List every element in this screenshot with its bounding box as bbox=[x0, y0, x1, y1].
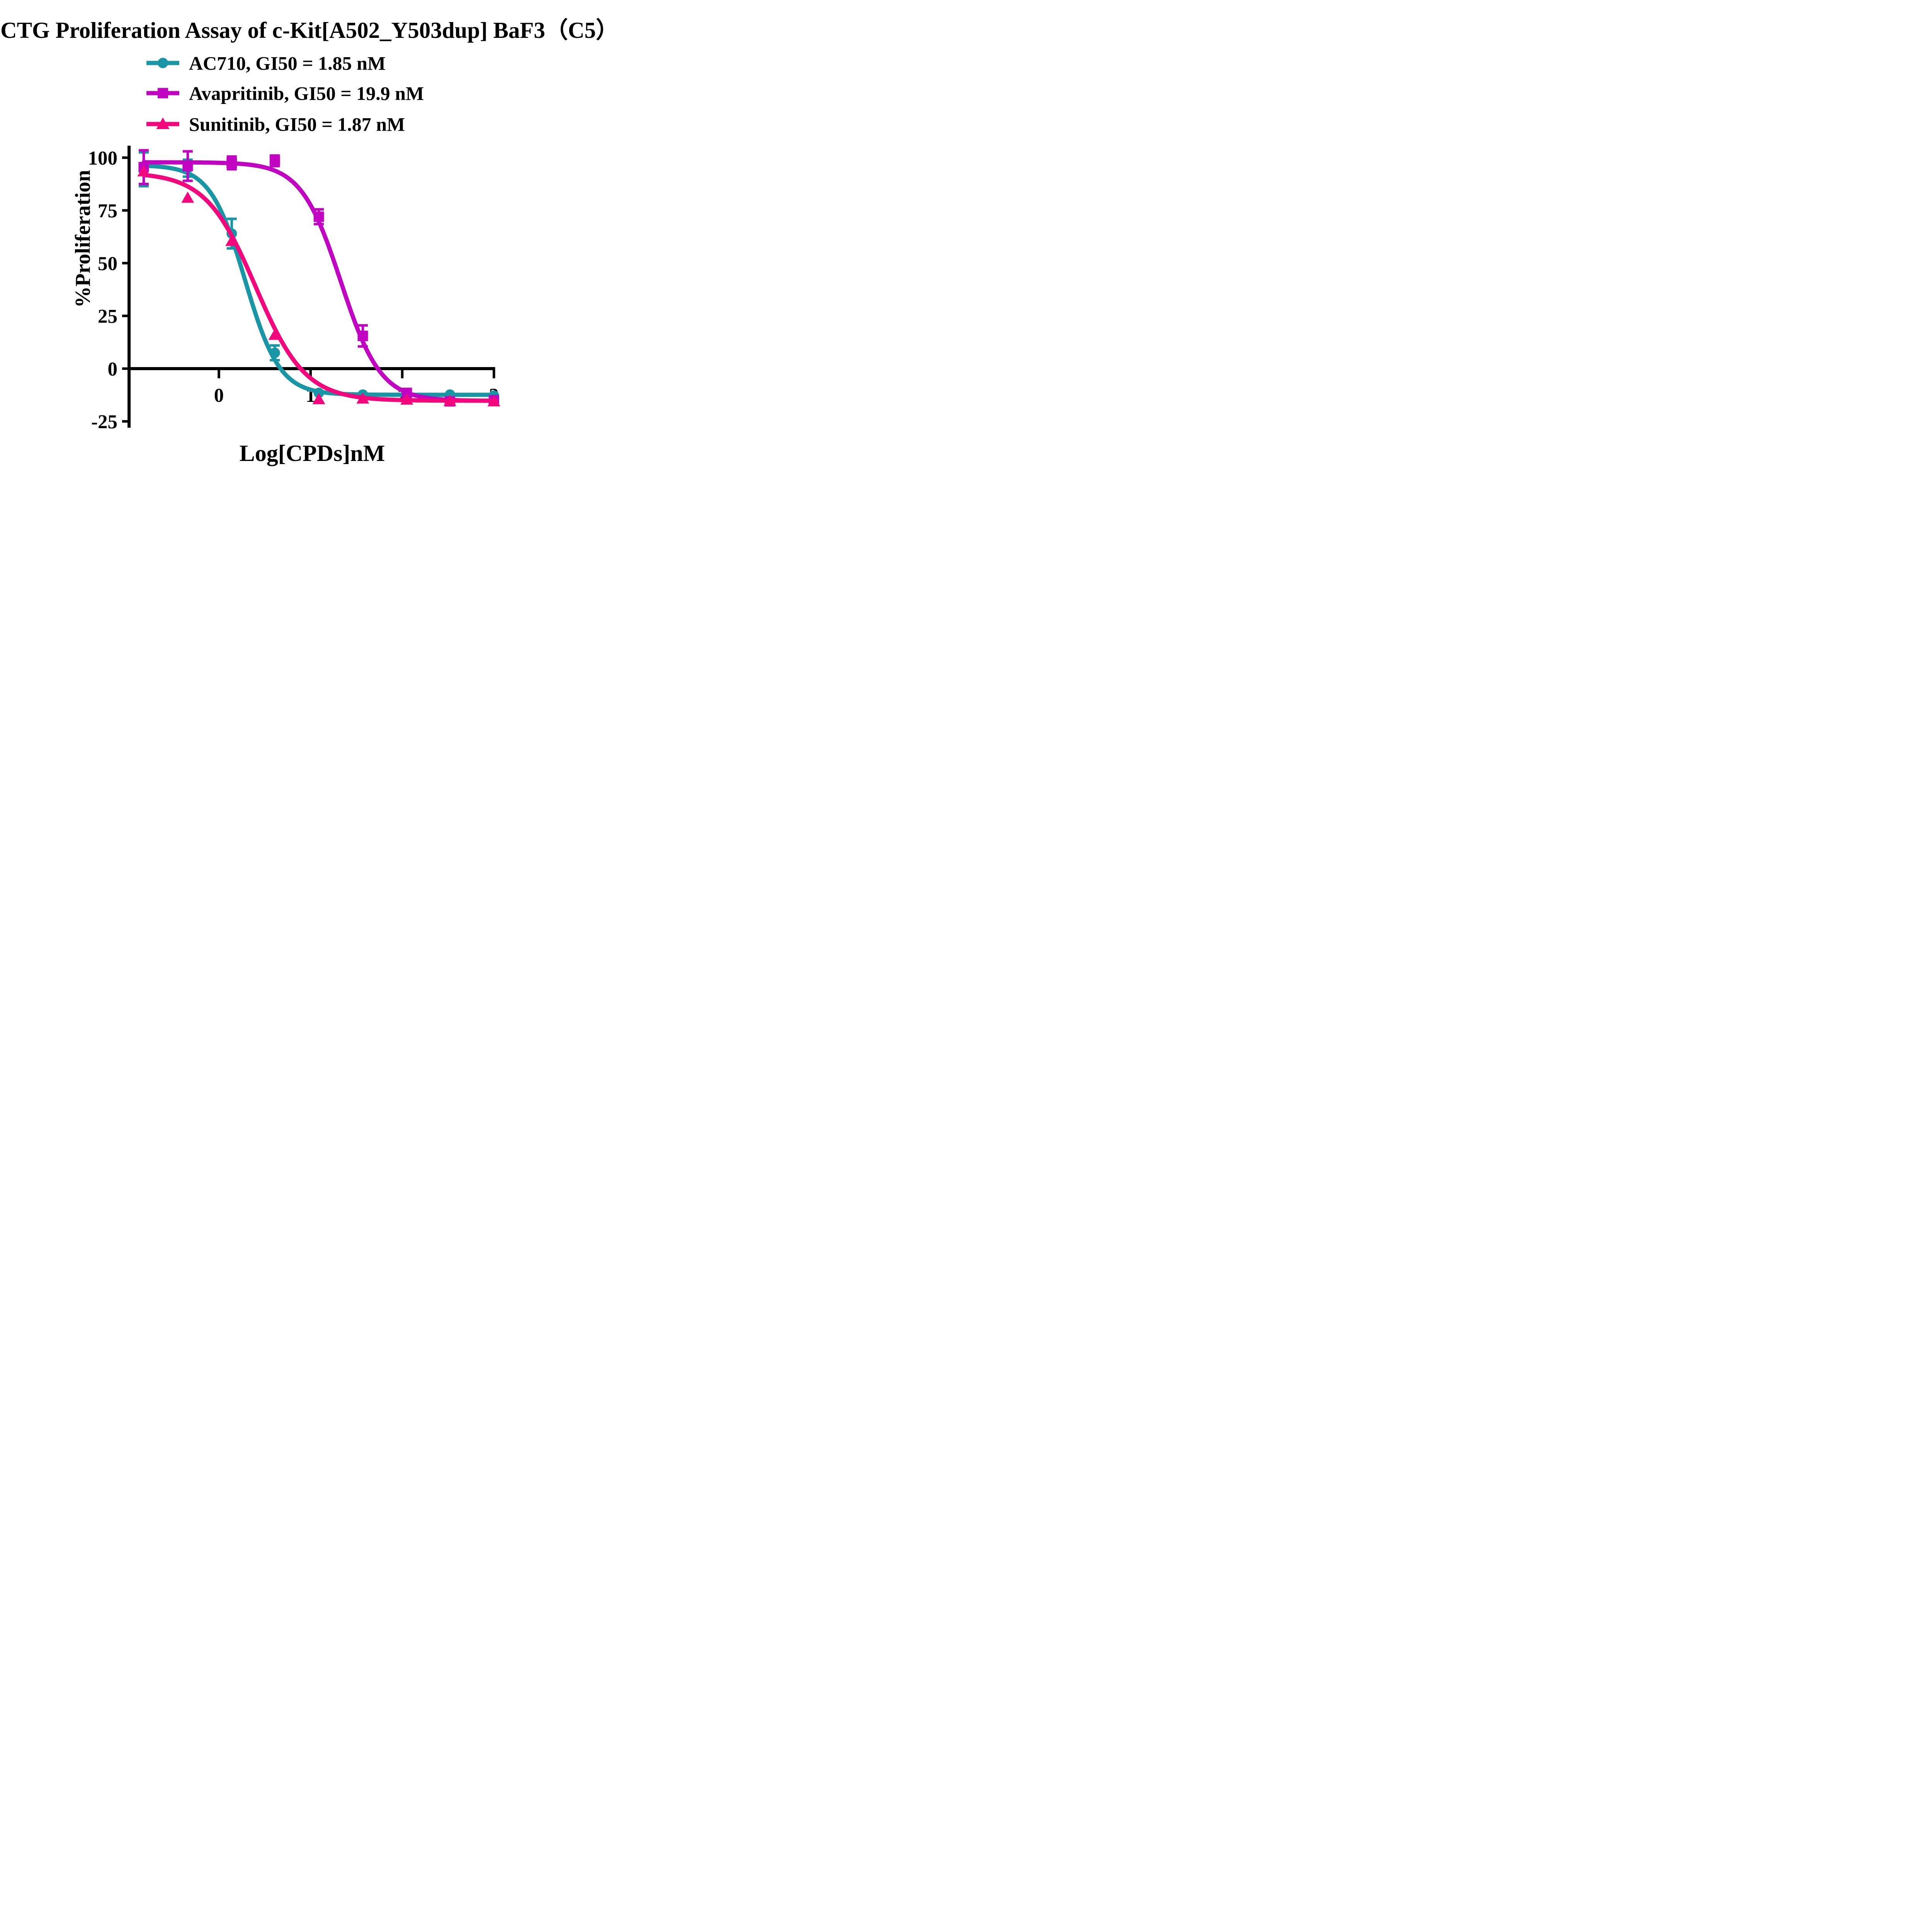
series-layer bbox=[137, 149, 500, 407]
y-tick-label: 100 bbox=[88, 148, 118, 169]
y-tick-label: 0 bbox=[108, 359, 118, 380]
data-point-triangle bbox=[312, 393, 325, 405]
data-point-circle bbox=[313, 388, 324, 398]
chart-page: CTG Proliferation Assay of c-Kit[A502_Y5… bbox=[0, 0, 619, 483]
legend-label-sunitinib: Sunitinib, GI50 = 1.87 nM bbox=[189, 114, 405, 135]
y-tick-label: 25 bbox=[98, 306, 117, 327]
legend-item-avapritinib: Avapritinib, GI50 = 19.9 nM bbox=[146, 83, 424, 104]
legend-circle-marker-icon bbox=[158, 58, 168, 68]
legend-square-marker-icon bbox=[158, 88, 168, 99]
proliferation-assay-chart: CTG Proliferation Assay of c-Kit[A502_Y5… bbox=[0, 17, 619, 466]
data-point-triangle bbox=[443, 395, 456, 406]
y-tick-label: 75 bbox=[98, 200, 117, 222]
data-point-triangle bbox=[356, 392, 369, 404]
data-point-square bbox=[226, 158, 237, 168]
legend-item-sunitinib: Sunitinib, GI50 = 1.87 nM bbox=[146, 114, 405, 135]
data-point-square bbox=[269, 155, 280, 166]
legend-label-ac710: AC710, GI50 = 1.85 nM bbox=[189, 53, 386, 74]
data-point-triangle bbox=[137, 165, 150, 177]
fit-curve-ac710 bbox=[141, 163, 498, 397]
legend-item-ac710: AC710, GI50 = 1.85 nM bbox=[146, 53, 386, 74]
chart-title: CTG Proliferation Assay of c-Kit[A502_Y5… bbox=[0, 17, 619, 43]
x-axis-label: Log[CPDs]nM bbox=[240, 440, 385, 466]
data-point-circle bbox=[269, 347, 280, 358]
data-point-triangle bbox=[400, 393, 413, 405]
fit-curve-sunitinib bbox=[141, 173, 498, 403]
y-tick-label: -25 bbox=[91, 411, 117, 433]
series-sunitinib bbox=[137, 165, 500, 406]
y-axis-ticks: 100 75 50 25 0 -25 bbox=[88, 148, 129, 433]
data-point-triangle bbox=[181, 191, 194, 203]
fit-curve-avapritinib bbox=[141, 160, 498, 403]
data-point-square bbox=[182, 161, 193, 172]
data-point-triangle bbox=[225, 235, 238, 246]
legend-triangle-marker-icon bbox=[156, 117, 170, 129]
x-tick-label: 0 bbox=[214, 385, 224, 406]
data-point-square bbox=[313, 211, 324, 222]
y-axis-label: %Proliferation bbox=[71, 170, 94, 308]
y-tick-label: 50 bbox=[98, 253, 117, 275]
data-point-triangle bbox=[268, 328, 281, 340]
legend-label-avapritinib: Avapritinib, GI50 = 19.9 nM bbox=[189, 83, 424, 104]
data-point-triangle bbox=[487, 395, 500, 406]
legend: AC710, GI50 = 1.85 nM Avapritinib, GI50 … bbox=[146, 53, 424, 135]
data-point-square bbox=[357, 330, 368, 341]
